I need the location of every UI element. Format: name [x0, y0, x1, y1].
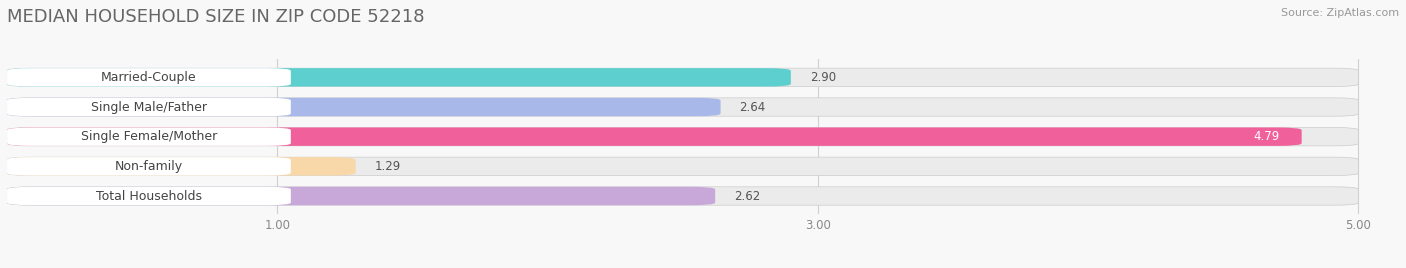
FancyBboxPatch shape	[7, 98, 720, 116]
FancyBboxPatch shape	[7, 128, 1302, 146]
FancyBboxPatch shape	[7, 128, 1358, 146]
FancyBboxPatch shape	[7, 187, 291, 205]
Text: 1.29: 1.29	[374, 160, 401, 173]
FancyBboxPatch shape	[7, 68, 1358, 87]
Text: Non-family: Non-family	[115, 160, 183, 173]
FancyBboxPatch shape	[7, 68, 790, 87]
FancyBboxPatch shape	[7, 187, 1358, 205]
Text: MEDIAN HOUSEHOLD SIZE IN ZIP CODE 52218: MEDIAN HOUSEHOLD SIZE IN ZIP CODE 52218	[7, 8, 425, 26]
Text: Source: ZipAtlas.com: Source: ZipAtlas.com	[1281, 8, 1399, 18]
FancyBboxPatch shape	[7, 98, 291, 116]
FancyBboxPatch shape	[7, 68, 291, 87]
FancyBboxPatch shape	[7, 128, 291, 146]
Text: 2.64: 2.64	[740, 100, 766, 114]
Text: 4.79: 4.79	[1254, 130, 1279, 143]
Text: Total Households: Total Households	[96, 189, 202, 203]
FancyBboxPatch shape	[7, 157, 356, 176]
Text: 2.90: 2.90	[810, 71, 837, 84]
Text: 2.62: 2.62	[734, 189, 761, 203]
FancyBboxPatch shape	[7, 157, 1358, 176]
FancyBboxPatch shape	[7, 187, 716, 205]
Text: Married-Couple: Married-Couple	[101, 71, 197, 84]
FancyBboxPatch shape	[7, 98, 1358, 116]
FancyBboxPatch shape	[7, 157, 291, 176]
Text: Single Male/Father: Single Male/Father	[91, 100, 207, 114]
Text: Single Female/Mother: Single Female/Mother	[80, 130, 217, 143]
